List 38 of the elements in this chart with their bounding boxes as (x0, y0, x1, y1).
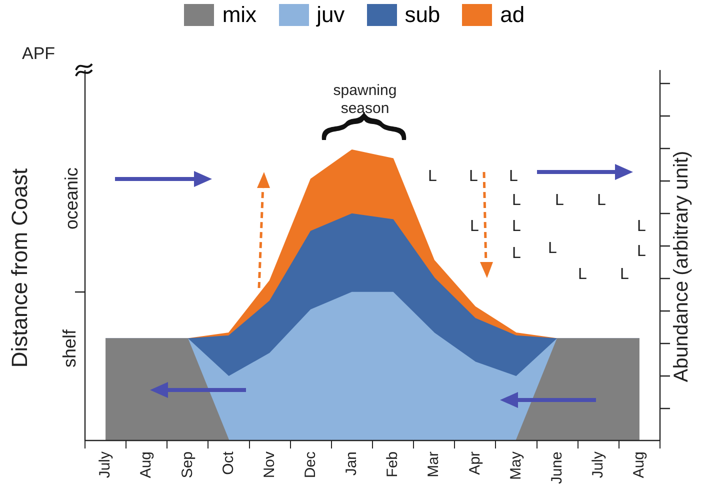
x-tick-label: Oct (220, 450, 237, 475)
annotation: L (555, 192, 564, 210)
x-tick-label: Dec (302, 450, 320, 478)
text: APF (22, 44, 56, 64)
y-axis-title: Distance from Coast (7, 167, 33, 370)
x-tick-label: July (96, 450, 114, 478)
x-tick-label: Jan (343, 451, 360, 476)
legend-label: mix (222, 2, 257, 28)
legend-label: ad (500, 2, 525, 28)
x-tick-label: Nov (260, 450, 278, 478)
annotation: L (637, 243, 646, 261)
annotation: L (469, 168, 478, 186)
text: spawning season (332, 82, 398, 118)
text: oceanic (62, 166, 82, 232)
x-tick-label: June (548, 451, 566, 484)
y2-axis-title: Abundance (arbitrary unit) (670, 150, 694, 384)
annotation: L (620, 266, 629, 284)
annotation: L (578, 266, 587, 284)
x-tick-label: Sep (178, 451, 196, 478)
x-tick-label: Mar (425, 451, 442, 478)
annotation: L (637, 218, 646, 236)
x-tick-label: Feb (384, 451, 402, 478)
annotation: L (509, 168, 518, 186)
annotation: L (428, 168, 437, 186)
x-tick-label: July (590, 450, 607, 478)
annotation: L (597, 192, 606, 210)
annotation: L (512, 245, 521, 263)
x-tick-label: Aug (630, 451, 648, 478)
legend-label: juv (316, 2, 345, 28)
x-tick-label: May (507, 450, 524, 480)
x-tick-label: Aug (138, 451, 155, 478)
x-tick-label: Apr (466, 451, 484, 475)
legend-label: sub (404, 2, 440, 28)
annotation: L (470, 218, 479, 236)
annotation: L (548, 240, 557, 258)
annotation: L (512, 192, 521, 210)
text: shelf (60, 328, 80, 370)
annotation: L (512, 218, 521, 236)
